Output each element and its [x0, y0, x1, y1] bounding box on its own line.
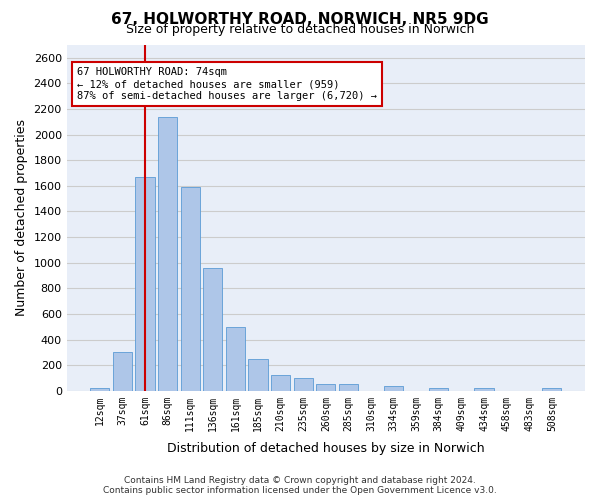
Y-axis label: Number of detached properties: Number of detached properties [15, 120, 28, 316]
Bar [339, 384, 358, 391]
Bar [203, 268, 223, 391]
Bar [113, 352, 132, 391]
Bar [293, 378, 313, 391]
Bar [136, 177, 155, 391]
Bar [158, 116, 177, 391]
Bar [316, 384, 335, 391]
Text: Contains HM Land Registry data © Crown copyright and database right 2024.
Contai: Contains HM Land Registry data © Crown c… [103, 476, 497, 495]
Bar [226, 326, 245, 391]
Bar [181, 187, 200, 391]
X-axis label: Distribution of detached houses by size in Norwich: Distribution of detached houses by size … [167, 442, 485, 455]
Bar [90, 388, 109, 391]
Bar [475, 388, 494, 391]
Text: 67 HOLWORTHY ROAD: 74sqm
← 12% of detached houses are smaller (959)
87% of semi-: 67 HOLWORTHY ROAD: 74sqm ← 12% of detach… [77, 68, 377, 100]
Bar [248, 359, 268, 391]
Bar [542, 388, 562, 391]
Bar [429, 388, 448, 391]
Bar [384, 386, 403, 391]
Bar [271, 376, 290, 391]
Text: Size of property relative to detached houses in Norwich: Size of property relative to detached ho… [126, 22, 474, 36]
Text: 67, HOLWORTHY ROAD, NORWICH, NR5 9DG: 67, HOLWORTHY ROAD, NORWICH, NR5 9DG [111, 12, 489, 28]
